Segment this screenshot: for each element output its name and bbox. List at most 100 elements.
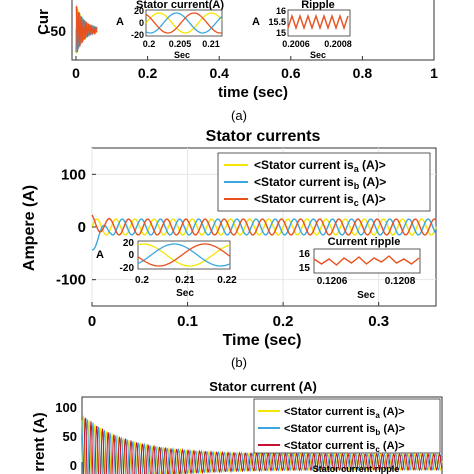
panel-a-inset-left-xtick: 0.205 — [169, 39, 192, 49]
panel-b-ylabel: Ampere (A) — [21, 185, 38, 271]
panel-a-inset-left-ytick: 0 — [139, 18, 144, 28]
panel-a-xlabel: time (sec) — [218, 84, 288, 101]
panel-b-inset-left: A 20 0 -20 0.2 0.21 0.22 Sec — [96, 238, 237, 299]
panel-a-inset-left-xtick: 0.21 — [202, 39, 220, 49]
panel-a-xtick-label: 0.8 — [353, 65, 373, 81]
panel-a-xtick-label: 0 — [72, 65, 80, 81]
panel-a-inset-left-ylabel: A — [116, 16, 124, 28]
panel-b-caption: (b) — [231, 355, 247, 370]
panel-a-inset-left-waves — [145, 12, 223, 34]
panel-b-legend-label: <Stator current isa (A)> — [254, 158, 386, 174]
panel-c-legend-label: <Stator current isa (A)> — [284, 406, 405, 420]
panel-a-xtick-label: 1 — [430, 65, 438, 81]
panel-b-inset-right-axes — [313, 248, 421, 274]
panel-b-inset-right-xtick: 0.1206 — [317, 276, 348, 287]
panel-a-caption: (a) — [231, 108, 247, 123]
panel-b-inset-wave — [137, 243, 231, 267]
panel-b-inset-left-xlabel: Sec — [176, 288, 194, 299]
panel-b-xtick-label: 0.3 — [368, 313, 389, 330]
panel-b-legend: <Stator current isa (A)><Stator current … — [217, 152, 431, 212]
panel-b-inset-right-ytick: 15 — [299, 263, 311, 274]
panel-a-ripple-line — [287, 13, 349, 31]
panel-b-legend-box — [217, 152, 431, 212]
panel-b-inset-left-waves — [137, 243, 231, 267]
panel-a-inset-left: Stator current(A) A 20 0 -20 0.2 0.205 0… — [116, 0, 224, 60]
panel-b-inset-left-ytick: 0 — [128, 250, 134, 261]
panel-c-legend-label: <Stator current isb (A)> — [284, 423, 405, 437]
panel-b-inset-right-xlabel: Sec — [357, 290, 375, 301]
panel-a-inset-left-ytick: 20 — [134, 6, 144, 16]
panel-a-inset-right-ytick: 15 — [276, 28, 286, 38]
panel-b-xtick-label: 0.1 — [177, 313, 198, 330]
panel-a-inset-right-title: Ripple — [301, 0, 335, 11]
panel-c-legend: <Stator current isa (A)> <Stator current … — [253, 398, 441, 454]
panel-a-inset-left-ytick: -20 — [131, 30, 144, 40]
panel-c-legend-items: <Stator current isa (A)> <Stator current … — [258, 406, 405, 454]
panel-b-traces — [91, 214, 437, 251]
panel-b-inset-wave — [137, 243, 231, 267]
panel-c-traces — [81, 415, 443, 474]
panel-b-legend-label: <Stator current isc (A)> — [254, 192, 386, 208]
panel-b-title: Stator currents — [206, 128, 321, 145]
panel-b-inset-left-ytick: 20 — [123, 238, 135, 249]
panel-c: Stator current (A) rrent (A) 100 50 0 <S… — [31, 379, 443, 474]
panel-a-inset-right-xtick: 0.2006 — [282, 39, 310, 49]
panel-a-xtick-label: 0.4 — [209, 65, 229, 81]
panel-b-ytick-label: -100 — [56, 272, 86, 289]
panel-c-legend-label: <Stator current isc (A)> — [284, 440, 405, 454]
panel-c-ytick: 0 — [70, 458, 77, 473]
panel-c-inset-fragment: Stator current ripple — [313, 464, 400, 474]
panel-b: Stator currents Ampere (A) 100 0 -100 0 0.1… — [21, 128, 437, 370]
panel-b-inset-left-xtick: 0.22 — [217, 275, 237, 286]
panel-a-inset-left-xlabel: Sec — [174, 50, 190, 60]
panel-b-inset-right: Current ripple 16 15 0.1206 0.1208 Sec — [299, 236, 421, 301]
panel-a-inset-right-ylabel: A — [252, 16, 260, 28]
panel-b-xtick-label: 0.2 — [273, 313, 294, 330]
panel-a-inset-right-xlabel: Sec — [310, 50, 326, 60]
panel-c-ylabel-fragment: rrent (A) — [31, 412, 48, 471]
panel-b-ytick-label: 100 — [61, 166, 86, 183]
panel-a: Cur -50 0 0.2 0.4 0.6 0.8 1 time (sec) (a) St… — [35, 0, 438, 123]
panel-c-ytick: 50 — [63, 429, 77, 444]
panel-c-series-line — [81, 415, 443, 474]
panel-b-series-line — [91, 214, 437, 236]
panel-a-inset-wave — [145, 12, 223, 34]
panel-b-inset-right-xtick: 0.1208 — [385, 276, 416, 287]
panel-a-xticks: 0 0.2 0.4 0.6 0.8 1 — [72, 56, 438, 81]
panel-b-ripple-line — [313, 255, 420, 266]
panel-c-series-line — [83, 417, 443, 474]
panel-b-inset-left-xtick: 0.21 — [175, 275, 195, 286]
panel-b-legend-label: <Stator current isb (A)> — [254, 175, 386, 191]
panel-c-title: Stator current (A) — [209, 379, 317, 394]
panel-b-inset-right-title: Current ripple — [328, 236, 401, 248]
panel-a-ytick: -50 — [46, 23, 66, 39]
panel-a-xtick-label: 0.2 — [138, 65, 158, 81]
panel-b-series-line — [91, 218, 437, 236]
panel-a-trace — [75, 5, 98, 53]
panel-b-inset-left-ytick: -20 — [120, 263, 135, 274]
panel-a-inset-left-xtick: 0.2 — [143, 39, 156, 49]
panel-b-xtick-label: 0 — [88, 313, 96, 330]
panel-a-inset-wave — [145, 12, 223, 34]
panel-a-xtick-label: 0.6 — [281, 65, 301, 81]
panel-b-xlabel: Time (sec) — [223, 332, 302, 349]
panel-a-axes — [71, 0, 435, 61]
panel-b-inset-wave — [137, 243, 231, 267]
panel-a-ylabel-fragment: Cur — [35, 9, 52, 35]
panel-a-inset-right-ytick: 15.5 — [268, 17, 286, 27]
panel-c-series-line — [81, 418, 443, 474]
panel-c-ytick: 100 — [55, 400, 77, 415]
panel-b-xticks: 0 0.1 0.2 0.3 — [88, 302, 389, 330]
panel-b-inset-left-ylabel: A — [96, 249, 104, 261]
panel-b-ytick-label: 0 — [78, 219, 86, 236]
panel-b-yticks: 100 0 -100 — [56, 166, 96, 289]
panel-a-inset-right-xtick: 0.2008 — [324, 39, 352, 49]
panel-a-inset-left-title: Stator current(A) — [136, 0, 224, 11]
panel-a-inset-right: Ripple A 16 15.5 15 0.2006 0.2008 Sec — [252, 0, 352, 60]
panel-a-transient-traces — [75, 5, 98, 54]
panel-b-inset-right-ytick: 16 — [299, 249, 311, 260]
panel-c-legend-box — [253, 398, 441, 454]
panel-b-series-line — [91, 218, 437, 251]
panel-a-inset-left-axes — [145, 9, 223, 37]
